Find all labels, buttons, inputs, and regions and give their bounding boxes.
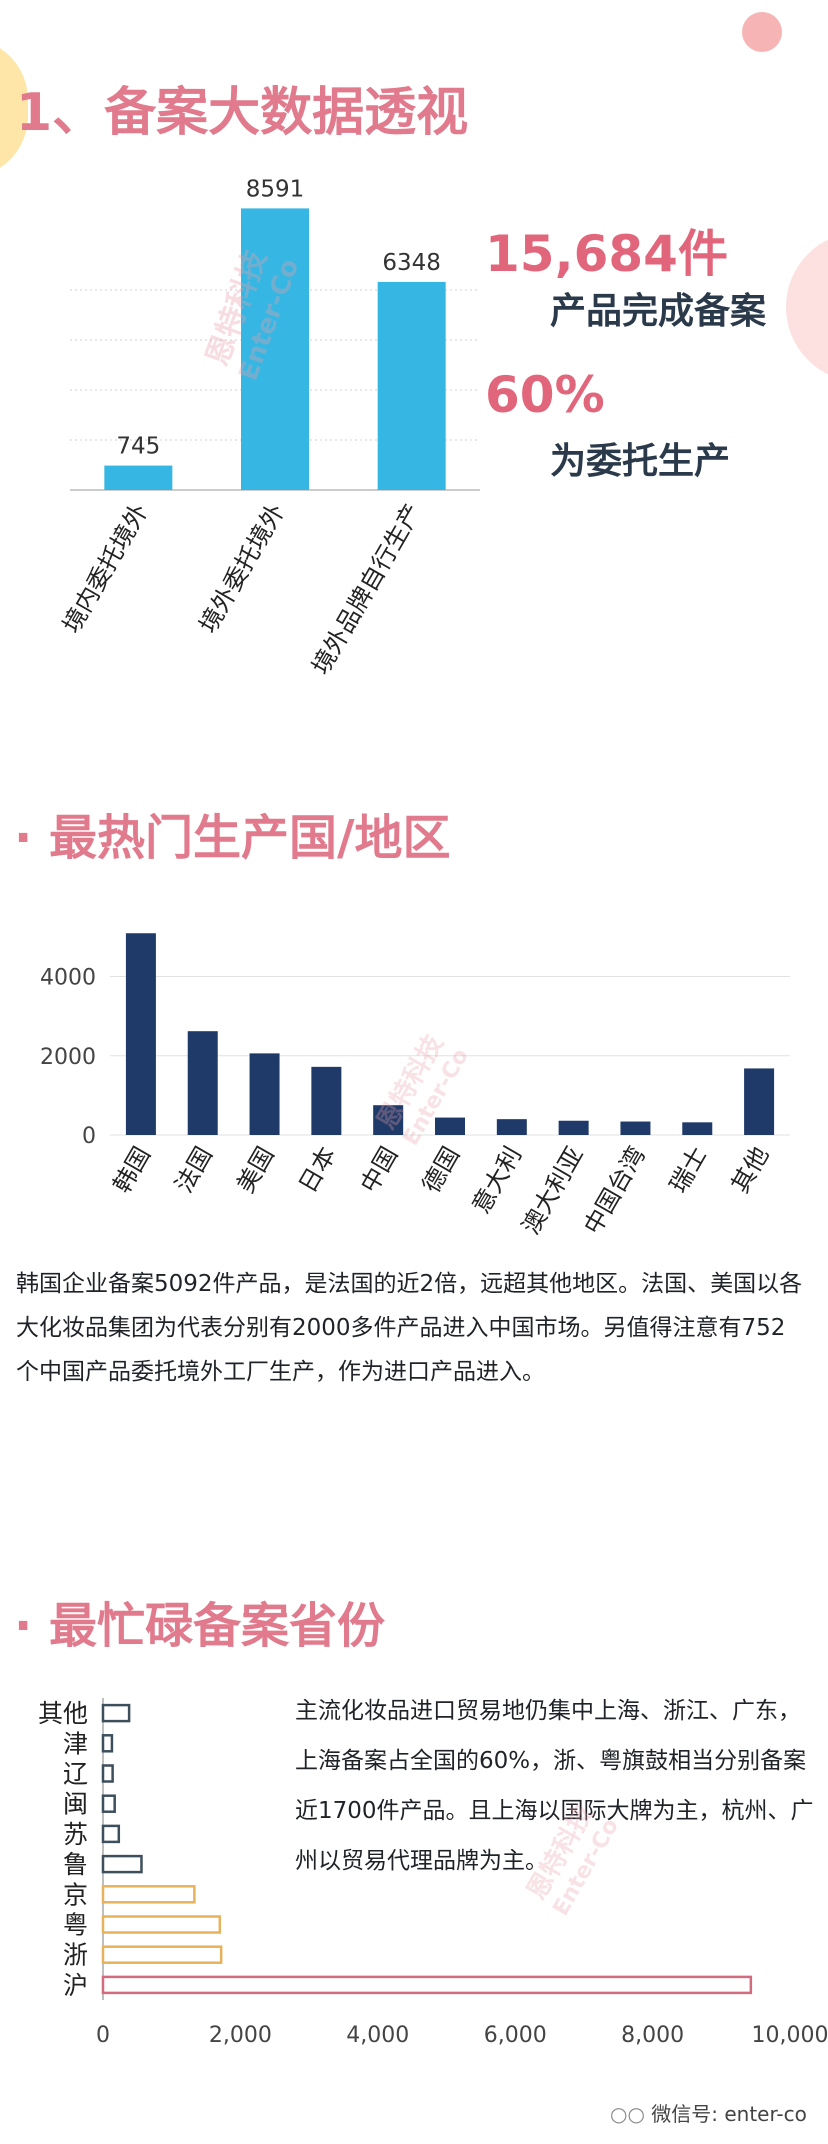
chart2-category-label: 意大利 — [467, 1142, 527, 1218]
section3-title: · 最忙碌备案省份 — [14, 1598, 385, 1654]
chart3-category-label: 闽 — [63, 1790, 88, 1819]
chart3-bar — [101, 1975, 753, 1995]
chart3-bar — [101, 1764, 114, 1783]
chart2-bar — [373, 1105, 404, 1135]
chart2-category-label: 德国 — [417, 1142, 465, 1198]
chart2-ytick-label: 2000 — [40, 1045, 96, 1070]
highlight-total: 15,684件 — [485, 225, 728, 283]
chart2-bar — [249, 1053, 280, 1135]
chart1-bar — [377, 281, 446, 490]
chart3-bar — [101, 1885, 196, 1904]
highlight-percent-caption: 为委托生产 — [550, 441, 731, 482]
chart3-bar — [101, 1703, 131, 1723]
highlight-total-caption: 产品完成备案 — [550, 291, 767, 332]
chart1-data-label: 745 — [116, 434, 160, 460]
chart3-category-label: 津 — [63, 1729, 88, 1758]
chart3-xtick-label: 4,000 — [346, 2023, 409, 2048]
chart2-bar — [435, 1117, 465, 1135]
section3-paragraph: 主流化妆品进口贸易地仍集中上海、浙江、广东，上海备案占全国的60%，浙、粤旗鼓相… — [295, 1698, 814, 1874]
chart2-category-label: 中国 — [355, 1142, 403, 1198]
chart1-category-label: 境内委托境外 — [57, 499, 153, 638]
chart2-category-label: 美国 — [231, 1142, 279, 1198]
chart3-bar — [101, 1945, 223, 1964]
chart3-bar — [101, 1794, 116, 1813]
chart3-category-label: 浙 — [63, 1941, 88, 1970]
chart1-category-label: 境外委托境外 — [194, 499, 290, 638]
chart1-bar — [241, 208, 309, 490]
chart2-bar — [744, 1068, 775, 1135]
chart3-xtick-label: 10,000 — [752, 2023, 828, 2048]
section1-title: 1、备案大数据透视 — [16, 83, 469, 143]
chart3-xtick-label: 8,000 — [621, 2023, 684, 2048]
chart2-bar — [558, 1120, 589, 1135]
chart2-category-label: 瑞士 — [664, 1142, 712, 1198]
chart3-xtick-label: 0 — [96, 2023, 110, 2048]
decor-circle-top-right — [742, 12, 782, 52]
chart3-category-label: 粤 — [63, 1911, 88, 1940]
chart2-bar — [620, 1121, 651, 1135]
chart2-category-label: 韩国 — [108, 1142, 156, 1198]
chart1-data-label: 8591 — [246, 176, 305, 202]
chart2-category-label: 其他 — [726, 1142, 774, 1198]
chart2-bar — [187, 1031, 218, 1135]
decor-circle-right — [786, 232, 828, 382]
chart2-category-label: 日本 — [293, 1142, 341, 1198]
chart2-category-label: 法国 — [170, 1142, 218, 1198]
chart-filing-types: 745 境内委托境外 8591 境外委托境外 6348 境外品牌自行生产 — [57, 176, 480, 679]
chart3-bar — [101, 1824, 121, 1844]
wechat-label: 微信号: enter-co — [651, 2102, 807, 2126]
chart3-bar — [101, 1854, 143, 1874]
chart3-category-label: 其他 — [38, 1699, 88, 1728]
chart1-data-label: 6348 — [382, 250, 441, 276]
wechat-icon: ○○ — [610, 2102, 645, 2126]
highlight-percent: 60% — [485, 366, 605, 424]
chart2-category-label: 中国台湾 — [578, 1142, 650, 1239]
chart2-bar — [496, 1119, 527, 1135]
section2-paragraph: 韩国企业备案5092件产品，是法国的近2倍，远超其他地区。法国、美国以各大化妆品… — [16, 1271, 803, 1385]
chart2-bar — [311, 1066, 342, 1135]
chart1-category-label: 境外品牌自行生产 — [307, 499, 427, 679]
section2-title: · 最热门生产国/地区 — [14, 810, 451, 866]
chart2-bar — [125, 933, 156, 1135]
chart2-ytick-label: 4000 — [40, 966, 96, 991]
chart3-category-label: 苏 — [63, 1820, 88, 1849]
chart3-bar — [101, 1915, 222, 1934]
chart3-category-label: 沪 — [63, 1971, 88, 2000]
chart3-category-label: 京 — [63, 1880, 88, 1909]
chart1-bar — [104, 465, 173, 490]
chart3-xtick-label: 2,000 — [209, 2023, 272, 2048]
wechat-footer: ○○ 微信号: enter-co — [610, 2098, 807, 2127]
chart3-bar — [101, 1734, 114, 1753]
chart3-category-label: 鲁 — [63, 1850, 88, 1879]
chart2-ytick-label: 0 — [82, 1124, 96, 1149]
chart3-category-label: 辽 — [63, 1760, 88, 1789]
chart3-xtick-label: 6,000 — [484, 2023, 547, 2048]
chart2-bar — [682, 1122, 713, 1135]
